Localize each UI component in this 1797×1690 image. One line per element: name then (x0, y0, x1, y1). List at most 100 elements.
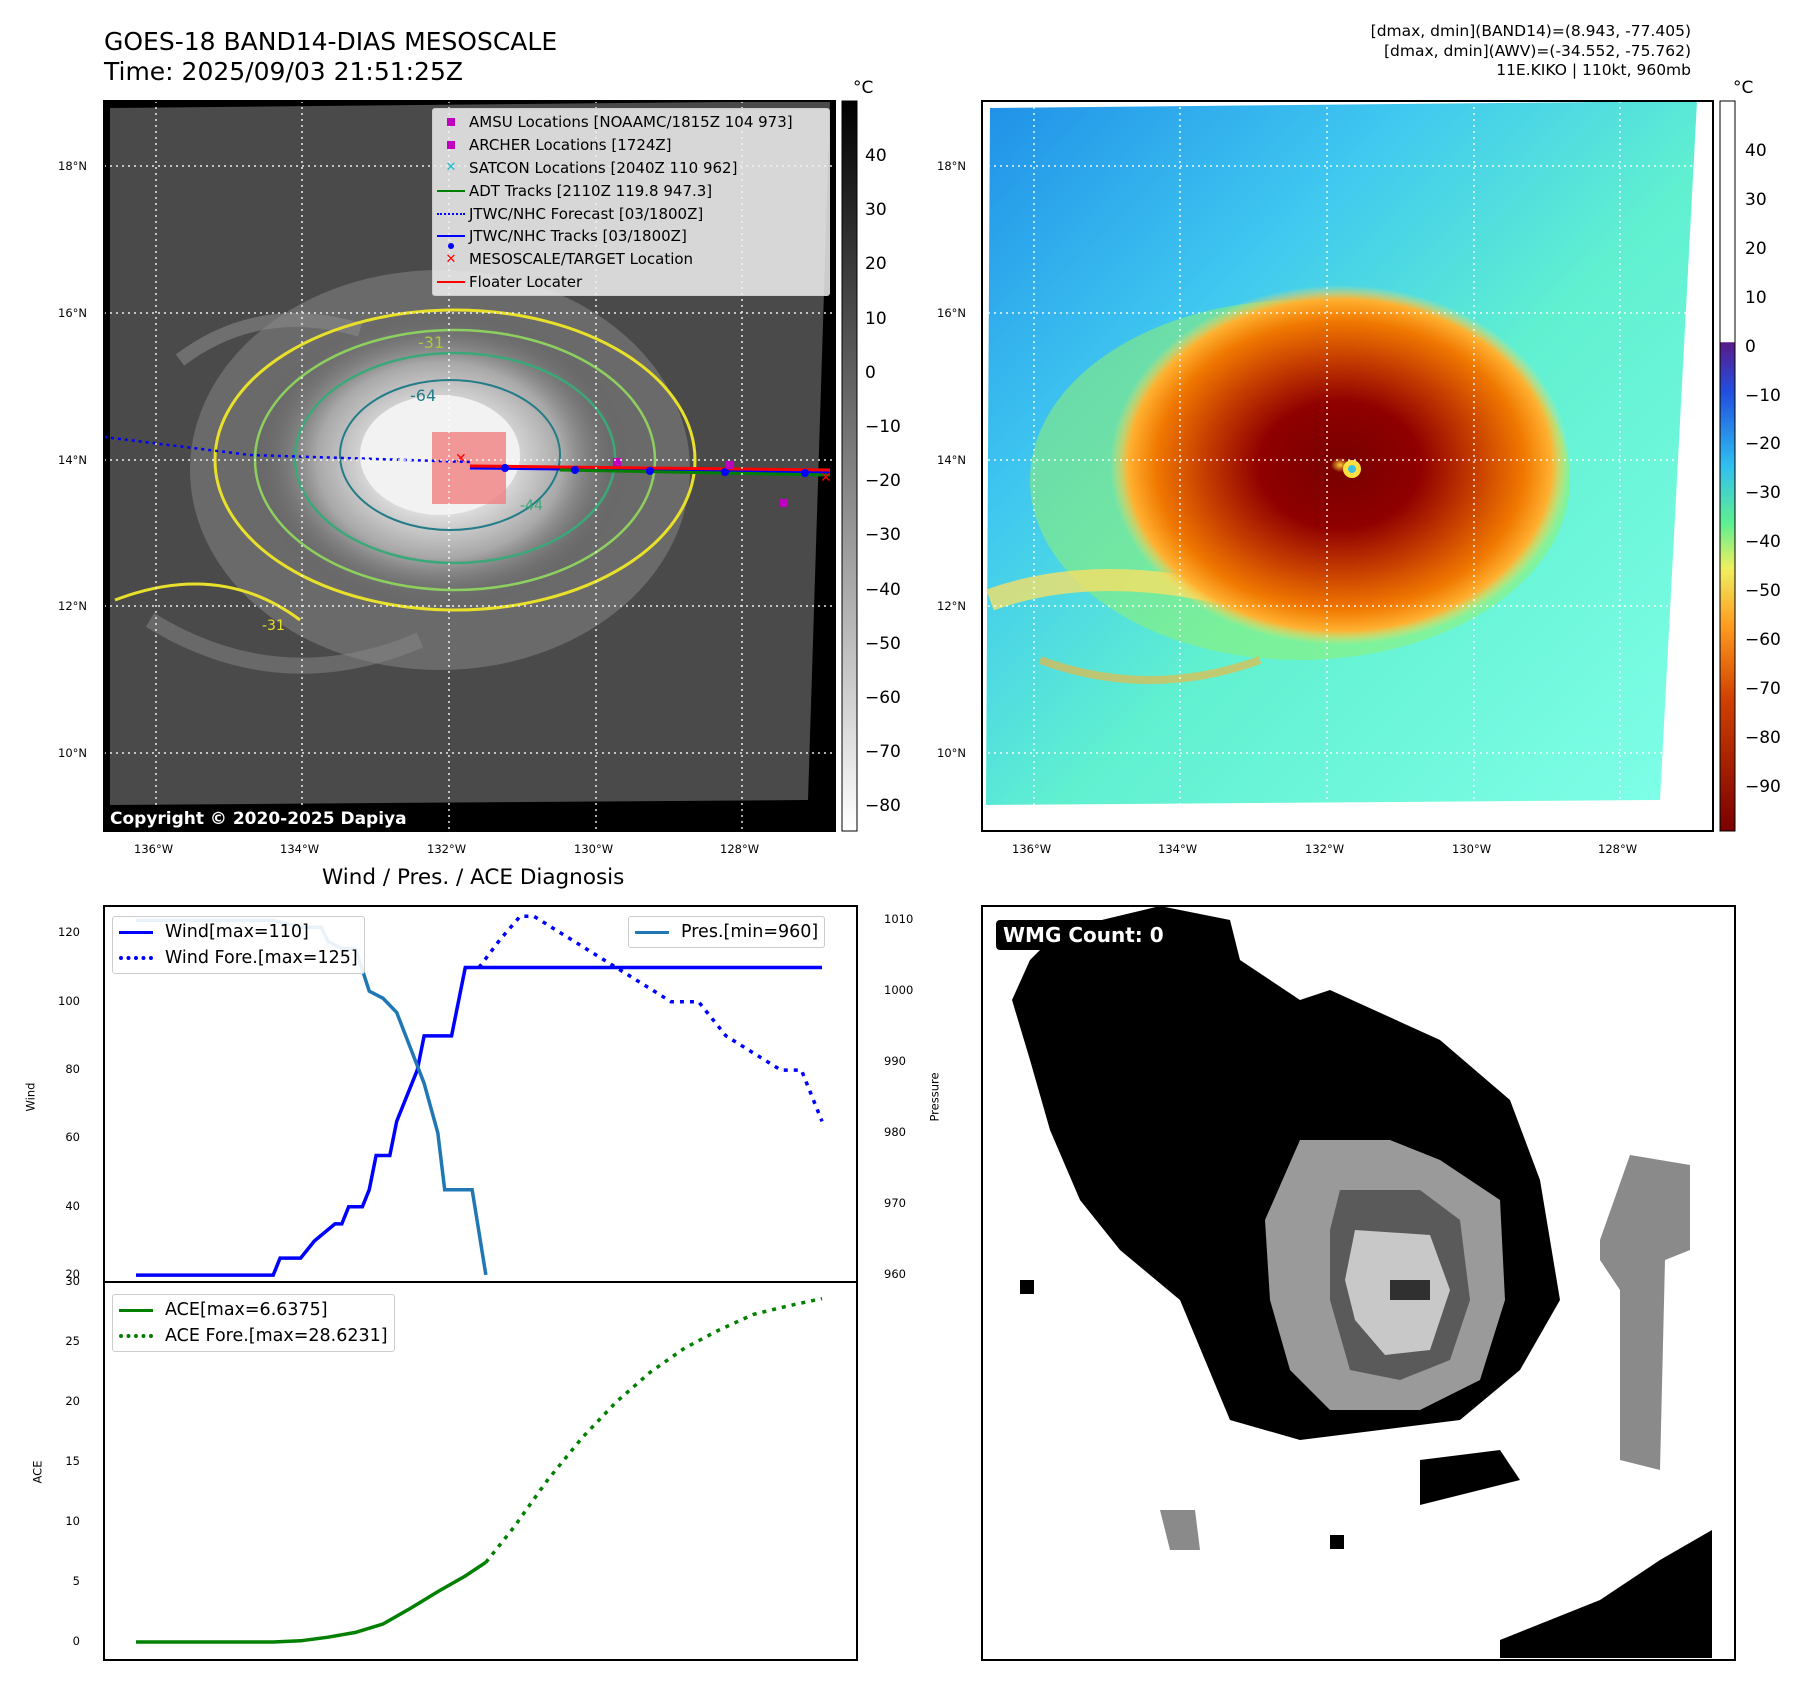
figure-title: GOES-18 BAND14-DIAS MESOSCALE Time: 2025… (104, 27, 558, 86)
colorbar-tick-label: −70 (1745, 678, 1781, 699)
pressure-legend: Pres.[min=960] (628, 916, 826, 948)
colorbar-tick-label: −40 (1745, 532, 1781, 553)
colorbar-tick-label: 0 (865, 362, 876, 383)
colorbar-tick-label: 40 (865, 146, 887, 166)
contour-label: -64 (410, 386, 437, 405)
axis-tick-label: 1000 (884, 983, 914, 998)
awv-lat-label: 14°N (937, 453, 966, 467)
axis-tick-label: 40 (65, 1198, 80, 1213)
legend-item: Floater Locater (433, 271, 829, 294)
awv-lat-label: 18°N (937, 159, 966, 173)
axis-tick-label: 15 (65, 1454, 80, 1468)
colorbar-tick-label: 30 (865, 200, 887, 221)
ir-lon-label: 136°W (134, 842, 174, 856)
square-marker-icon (447, 141, 455, 150)
map-legend: AMSU Locations [NOAAMC/1815Z 104 973] AR… (432, 108, 830, 297)
colorbar-tick-label: 10 (865, 308, 887, 329)
colorbar-tick-label: 40 (1745, 141, 1767, 161)
ace-legend: ACE[max=6.6375] ACE Fore.[max=28.6231] (112, 1294, 395, 1352)
axis-tick-label: 960 (884, 1266, 906, 1281)
axis-tick-label: 980 (884, 1125, 906, 1140)
awv-lon-label: 136°W (1012, 842, 1052, 856)
axis-tick-label: 970 (884, 1195, 906, 1210)
colorbar-tick-label: −60 (1745, 630, 1781, 650)
colorbar-tick-label: 20 (1745, 238, 1767, 259)
wmg-panel (981, 905, 1736, 1661)
legend-item: AMSU Locations [NOAAMC/1815Z 104 973] (433, 111, 829, 134)
axis-tick-label: 25 (65, 1334, 80, 1348)
dotted-line-icon (119, 1334, 153, 1338)
line-marker-icon (437, 280, 465, 283)
wind-panel-title: Wind / Pres. / ACE Diagnosis (322, 865, 625, 890)
colorbar-tick-label: −40 (865, 579, 901, 600)
axis-tick-label: 30 (65, 1274, 80, 1288)
colorbar-tick-label: −30 (1745, 483, 1781, 504)
colorbar-tick-label: −10 (865, 417, 901, 437)
line-marker-icon (119, 1308, 153, 1312)
series-line (477, 914, 824, 1122)
svg-text:✕: ✕ (820, 470, 832, 486)
colorbar-tick-label: 30 (1745, 189, 1767, 210)
x-marker-icon: ✕ (445, 160, 457, 176)
legend-item: ✕ MESOSCALE/TARGET Location (433, 248, 829, 271)
legend-item: Wind Fore.[max=125] (119, 945, 358, 971)
ir-lat-label: 16°N (58, 306, 87, 320)
ace-plot-area (136, 1296, 823, 1644)
ir-lat-label: 14°N (58, 453, 87, 467)
awv-lon-label: 134°W (1158, 842, 1198, 856)
series-line (136, 1560, 487, 1644)
ir-lon-label: 134°W (280, 842, 320, 856)
contour-label: -44 (520, 498, 543, 514)
square-marker-icon (447, 118, 455, 127)
axis-tick-label: 1010 (884, 912, 914, 927)
line-marker-icon (635, 930, 669, 934)
colorbar-tick-label: 10 (1745, 287, 1767, 308)
axis-tick-label: 120 (58, 925, 80, 940)
colorbar-tick-label: −60 (865, 688, 901, 708)
awv-lon-label: 132°W (1305, 842, 1345, 856)
axis-tick-label: 0 (72, 1634, 80, 1648)
legend-item: ACE Fore.[max=28.6231] (119, 1323, 388, 1349)
axis-tick-label: 990 (884, 1054, 906, 1069)
dotted-line-icon (437, 212, 465, 215)
x-marker-icon: ✕ (445, 251, 457, 267)
wmg-count-badge: WMG Count: 0 (996, 920, 1171, 950)
awv-map-panel (981, 100, 1714, 832)
legend-item: JTWC/NHC Tracks [03/1800Z] (433, 225, 829, 250)
line-marker-icon (119, 930, 153, 934)
wind-legend: Wind[max=110] Wind Fore.[max=125] (112, 916, 365, 974)
awv-colorbar-unit: °C (1733, 78, 1754, 98)
ir-lon-label: 132°W (427, 842, 467, 856)
colorbar-tick-label: −50 (1745, 581, 1781, 602)
axis-tick-label: 5 (72, 1574, 80, 1588)
colorbar-tick-label: −50 (865, 633, 901, 654)
wind-ylabel: Wind (23, 1082, 38, 1112)
axis-tick-label: 60 (65, 1130, 80, 1145)
ir-lon-label: 130°W (574, 842, 614, 856)
colorbar-tick-label: −20 (865, 471, 901, 492)
contour-label: -31 (262, 618, 285, 634)
ace-ylabel: ACE (30, 1460, 45, 1484)
colorbar-tick-label: −80 (865, 796, 901, 817)
legend-item: Pres.[min=960] (635, 919, 818, 945)
legend-item: ACE[max=6.6375] (119, 1297, 388, 1323)
line-dot-icon (437, 235, 465, 238)
colorbar-tick-label: −30 (865, 525, 901, 546)
colorbar-tick-label: −70 (865, 742, 901, 763)
line-marker-icon (437, 189, 465, 192)
dotted-line-icon (119, 956, 153, 960)
copyright-badge: Copyright © 2020-2025 Dapiya (104, 808, 413, 830)
legend-item: JTWC/NHC Forecast [03/1800Z] (433, 202, 829, 225)
colorbar-tick-label: 0 (1745, 336, 1756, 357)
ir-colorbar (841, 100, 858, 832)
legend-item: ADT Tracks [2110Z 119.8 947.3] (433, 179, 829, 202)
awv-lon-label: 130°W (1452, 842, 1492, 856)
axis-tick-label: 100 (58, 993, 80, 1008)
contour-label: -31 (418, 333, 445, 352)
awv-colorbar (1719, 100, 1736, 832)
awv-lon-label: 128°W (1598, 842, 1638, 856)
awv-lat-label: 16°N (937, 306, 966, 320)
ir-colorbar-unit: °C (853, 78, 874, 98)
stats-header: [dmax, dmin](BAND14)=(8.943, -77.405) [d… (1370, 22, 1691, 79)
